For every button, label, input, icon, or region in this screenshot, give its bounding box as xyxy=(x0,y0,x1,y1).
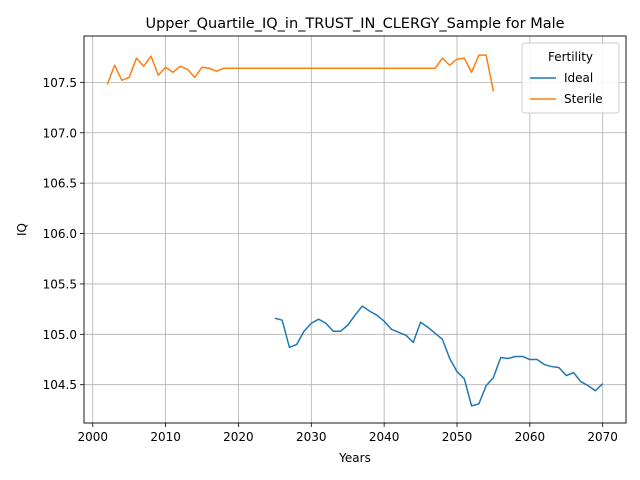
y-tick-label: 105.5 xyxy=(43,277,77,291)
x-tick-label: 2050 xyxy=(442,430,473,444)
series-line-ideal xyxy=(274,305,604,407)
series-lines xyxy=(106,54,604,407)
legend-label-sterile: Sterile xyxy=(564,92,603,106)
chart-title: Upper_Quartile_IQ_in_TRUST_IN_CLERGY_Sam… xyxy=(145,16,564,32)
y-tick-label: 107.0 xyxy=(43,126,77,140)
x-tick-label: 2070 xyxy=(587,430,618,444)
legend-box xyxy=(521,42,620,114)
y-tick-label: 106.0 xyxy=(43,227,77,241)
legend-label-ideal: Ideal xyxy=(564,71,593,85)
y-axis-label: IQ xyxy=(15,223,29,236)
x-tick-label: 2010 xyxy=(150,430,181,444)
y-tick-label: 105.0 xyxy=(43,328,77,342)
series-line-sterile xyxy=(106,54,495,92)
legend-entries: Ideal Sterile xyxy=(530,71,603,106)
x-tick-label: 2030 xyxy=(296,430,327,444)
x-tick-label: 2000 xyxy=(77,430,108,444)
legend: Fertility Ideal Sterile xyxy=(521,42,620,114)
y-tick-label: 106.5 xyxy=(43,177,77,191)
y-tick-label: 104.5 xyxy=(43,378,77,392)
x-tick-label: 2020 xyxy=(223,430,254,444)
x-tick-label: 2060 xyxy=(515,430,546,444)
x-axis-label: Years xyxy=(338,451,371,465)
axis-ticks: 2000 2010 2020 2030 2040 2050 2060 2070 104.5 105… xyxy=(43,76,618,444)
x-tick-label: 2040 xyxy=(369,430,400,444)
legend-title: Fertility xyxy=(548,50,593,64)
plot-frame xyxy=(83,35,627,424)
y-tick-label: 107.5 xyxy=(43,76,77,90)
